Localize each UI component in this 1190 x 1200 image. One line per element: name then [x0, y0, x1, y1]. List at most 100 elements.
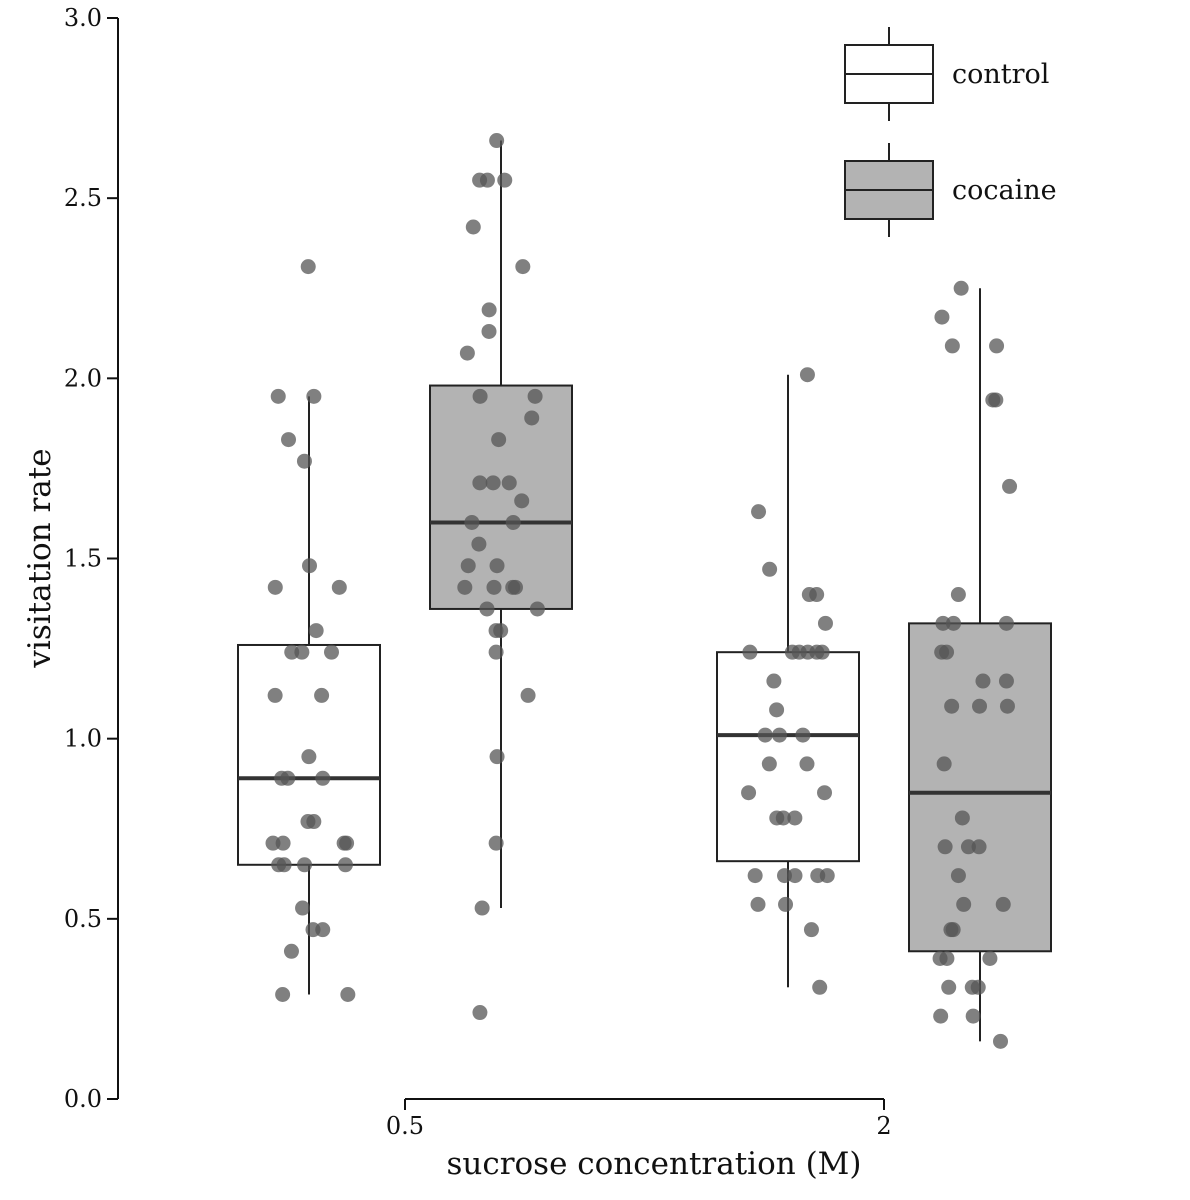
y-axis-title: visitation rate — [22, 448, 58, 668]
control-0_5-point — [324, 644, 340, 660]
cocaine-2-point — [993, 1033, 1009, 1049]
cocaine-0_5-point — [481, 323, 497, 339]
control-0_5-point — [274, 770, 290, 786]
cocaine-2-point — [934, 644, 950, 660]
cocaine-2-point — [944, 698, 960, 714]
cocaine-2-point — [965, 1008, 981, 1024]
cocaine-0_5-point — [497, 172, 513, 188]
cocaine-0_5-point — [501, 475, 517, 491]
cocaine-0_5-point — [481, 302, 497, 318]
y-tick-label: 0.0 — [64, 1085, 102, 1113]
control-0_5-point — [339, 835, 355, 851]
x-tick-label: 2 — [876, 1112, 891, 1140]
cocaine-2-point — [937, 839, 953, 855]
control-2-point — [750, 896, 766, 912]
control-2-point — [817, 785, 833, 801]
cocaine-2-point — [941, 979, 957, 995]
cocaine-0_5-point — [474, 900, 490, 916]
cocaine-0_5-point — [472, 475, 488, 491]
cocaine-0_5-point — [520, 687, 536, 703]
control-2-point — [769, 702, 785, 718]
control-0_5-point — [308, 623, 324, 639]
control-2-point — [757, 727, 773, 743]
control-0_5-point — [300, 814, 316, 830]
legend: control cocaine — [844, 27, 1057, 237]
control-0_5-point — [331, 579, 347, 595]
cocaine-2-point — [953, 280, 969, 296]
control-2-point — [751, 504, 767, 520]
cocaine-2-point — [956, 896, 972, 912]
cocaine-2-point — [960, 839, 976, 855]
x-tick-label: 0.5 — [386, 1112, 424, 1140]
cocaine-0_5-point — [489, 749, 505, 765]
cocaine-2-point — [935, 615, 951, 631]
cocaine-0_5-point — [457, 579, 473, 595]
legend-cocaine-label: cocaine — [952, 175, 1057, 206]
control-2-point — [799, 367, 815, 383]
cocaine-2-point — [975, 673, 991, 689]
control-0_5-point — [300, 259, 316, 275]
cocaine-2-point — [998, 673, 1014, 689]
y-tick-label: 2.0 — [64, 364, 102, 392]
cocaine-2-point — [939, 950, 955, 966]
legend-control-label: control — [952, 59, 1049, 90]
control-0_5-point — [265, 835, 281, 851]
cocaine-2-point — [950, 587, 966, 603]
cocaine-2-point — [995, 896, 1011, 912]
cocaine-2-point — [989, 338, 1005, 354]
cocaine-0_5-point — [464, 514, 480, 530]
control-0_5-point — [315, 770, 331, 786]
control-2-point — [795, 727, 811, 743]
cocaine-2-point — [934, 309, 950, 325]
control-0_5-point — [295, 900, 311, 916]
cocaine-2-point — [945, 615, 961, 631]
control-2-point — [761, 756, 777, 772]
y-axis: 0.0 0.5 1.0 1.5 2.0 2.5 3.0 — [64, 4, 119, 1113]
cocaine-0_5-point — [505, 579, 521, 595]
y-tick-label: 1.0 — [64, 725, 102, 753]
control-0_5-point — [306, 388, 322, 404]
control-2-box — [716, 651, 860, 863]
cocaine-2-point — [972, 698, 988, 714]
cocaine-2-point — [998, 615, 1014, 631]
x-axis-title: sucrose concentration (M) — [446, 1146, 861, 1182]
cocaine-0_5-point — [465, 219, 481, 235]
cocaine-2-point — [945, 922, 961, 938]
cocaine-2-point — [950, 868, 966, 884]
cocaine-0_5-point — [493, 623, 509, 639]
control-2-point — [766, 673, 782, 689]
cocaine-0_5-point — [460, 558, 476, 574]
control-0_5-point — [302, 558, 318, 574]
cocaine-0_5-point — [529, 601, 545, 617]
y-tick-label: 2.5 — [64, 184, 102, 212]
control-0_5-point — [276, 857, 292, 873]
control-2-point — [803, 922, 819, 938]
cocaine-0_5-point — [472, 388, 488, 404]
control-0_5-point — [297, 857, 313, 873]
control-2-point — [771, 727, 787, 743]
cocaine-0_5-point — [491, 432, 507, 448]
point-series — [265, 133, 1018, 1049]
cocaine-0_5-point — [505, 514, 521, 530]
control-0_5-point — [315, 922, 331, 938]
control-0_5-point — [270, 388, 286, 404]
cocaine-2-point — [944, 338, 960, 354]
cocaine-0_5-point — [524, 410, 540, 426]
cocaine-0_5-point — [459, 345, 475, 361]
cocaine-2-point — [1002, 478, 1018, 494]
cocaine-0_5-point — [472, 1005, 488, 1021]
control-2-point — [778, 896, 794, 912]
y-tick-label: 3.0 — [64, 4, 102, 32]
control-0_5-point — [340, 987, 356, 1003]
x-axis: 0.5 2 — [386, 1098, 892, 1140]
cocaine-2-point — [933, 1008, 949, 1024]
control-0_5-point — [314, 687, 330, 703]
control-0_5-point — [301, 749, 317, 765]
cocaine-0_5-point — [489, 133, 505, 149]
cocaine-0_5-point — [514, 493, 530, 509]
control-2-point — [747, 868, 763, 884]
control-0_5-point — [281, 432, 297, 448]
control-0_5-point — [275, 987, 291, 1003]
control-2-point — [742, 644, 758, 660]
